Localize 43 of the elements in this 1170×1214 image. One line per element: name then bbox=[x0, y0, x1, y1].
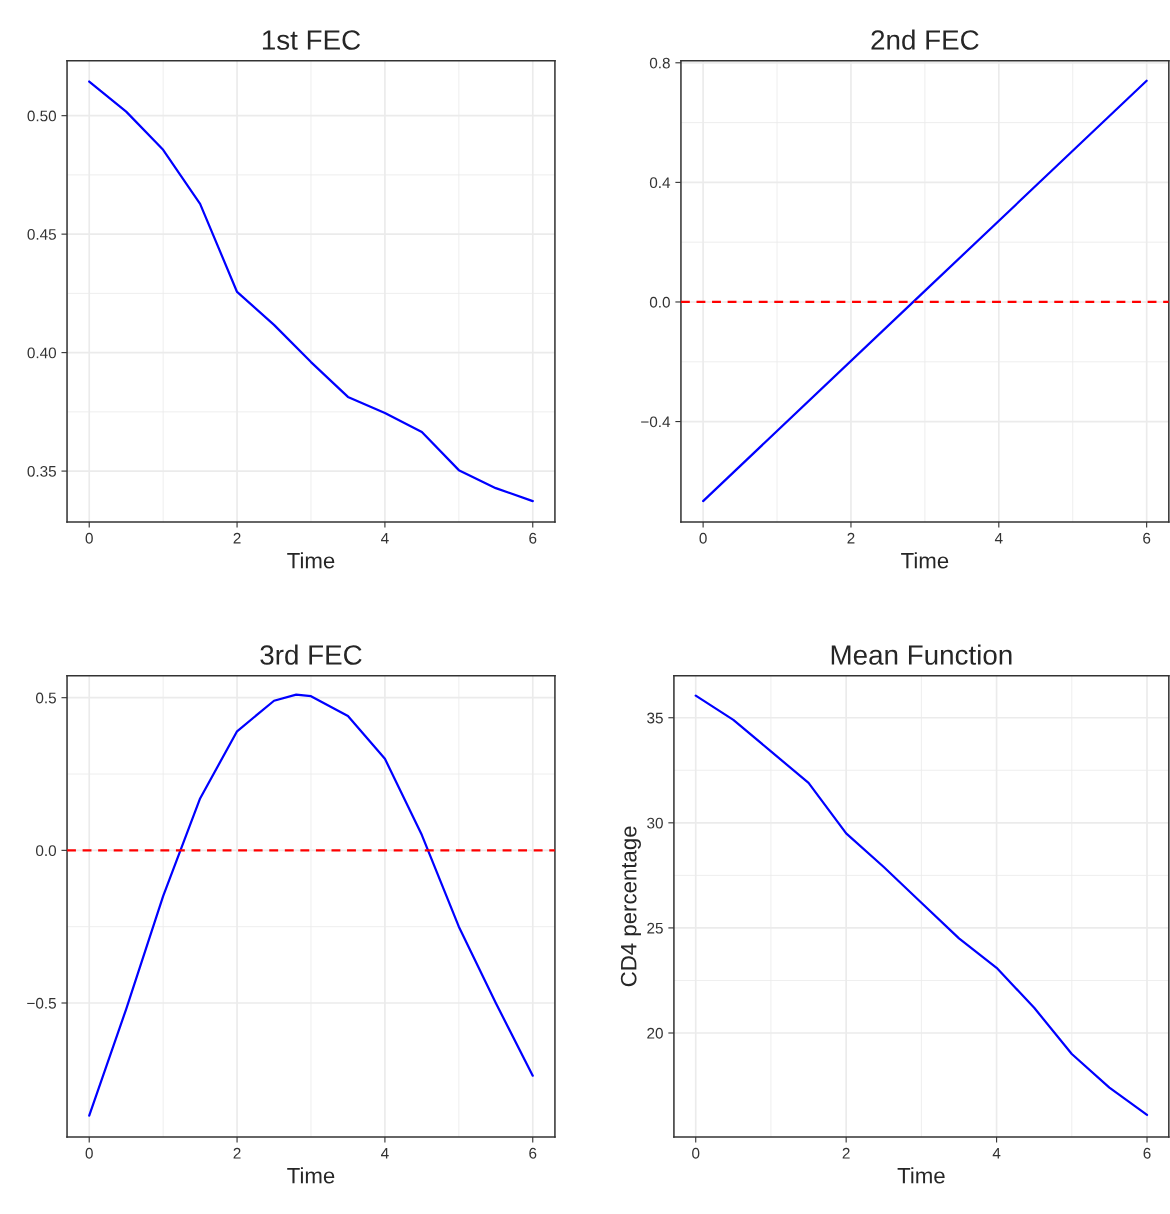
x-tick-label: 2 bbox=[233, 532, 241, 544]
chart-title: 3rd FEC bbox=[260, 644, 362, 665]
x-tick-label: 0 bbox=[699, 532, 707, 544]
chart-title: Mean Function bbox=[831, 644, 1012, 665]
y-tick-label: 0.50 bbox=[27, 110, 57, 122]
x-tick-label: 2 bbox=[233, 1147, 241, 1159]
x-tick-label: 0 bbox=[85, 1147, 93, 1159]
x-axis-title: Time bbox=[287, 552, 335, 569]
y-tick-label: 0.40 bbox=[27, 347, 57, 359]
chart-title: 1st FEC bbox=[262, 30, 361, 50]
y-tick-label: 0.4 bbox=[649, 177, 671, 189]
y-tick-label: 20 bbox=[647, 1027, 663, 1039]
y-tick-label: 0.35 bbox=[27, 465, 56, 477]
y-tick-label: 0.8 bbox=[649, 57, 670, 69]
y-tick-label: 0.0 bbox=[649, 296, 670, 308]
y-tick-label: 25 bbox=[647, 922, 663, 934]
y-axis-title: CD4 percentage bbox=[620, 826, 641, 987]
line-series bbox=[88, 693, 534, 1117]
x-tick-label: 6 bbox=[529, 1147, 537, 1159]
x-axis-title: Time bbox=[897, 1167, 945, 1184]
x-tick-label: 6 bbox=[529, 532, 537, 544]
x-tick-label: 4 bbox=[381, 533, 389, 544]
x-axis-title: Time bbox=[901, 552, 949, 569]
y-tick-label: 0.45 bbox=[27, 229, 56, 240]
y-tick-label: 0.5 bbox=[35, 692, 56, 704]
line-series bbox=[88, 80, 534, 503]
x-tick-label: 0 bbox=[85, 532, 93, 544]
x-tick-label: 2 bbox=[842, 1147, 850, 1159]
x-tick-label: 4 bbox=[992, 1148, 1001, 1159]
x-tick-label: 6 bbox=[1143, 1147, 1151, 1159]
x-axis-title: Time bbox=[287, 1167, 335, 1184]
y-tick-label: −0.4 bbox=[641, 416, 671, 428]
x-tick-label: 4 bbox=[994, 533, 1003, 544]
x-tick-label: 2 bbox=[847, 532, 855, 544]
x-tick-label: 4 bbox=[381, 1148, 389, 1159]
y-tick-label: −0.5 bbox=[27, 997, 56, 1009]
chart-title: 2nd FEC bbox=[871, 29, 979, 50]
y-tick-label: 0.0 bbox=[35, 845, 57, 857]
x-tick-label: 6 bbox=[1143, 532, 1151, 544]
line-series bbox=[694, 694, 1149, 1117]
x-tick-label: 0 bbox=[692, 1147, 700, 1159]
y-tick-label: 30 bbox=[647, 817, 663, 829]
y-tick-label: 35 bbox=[647, 712, 663, 724]
